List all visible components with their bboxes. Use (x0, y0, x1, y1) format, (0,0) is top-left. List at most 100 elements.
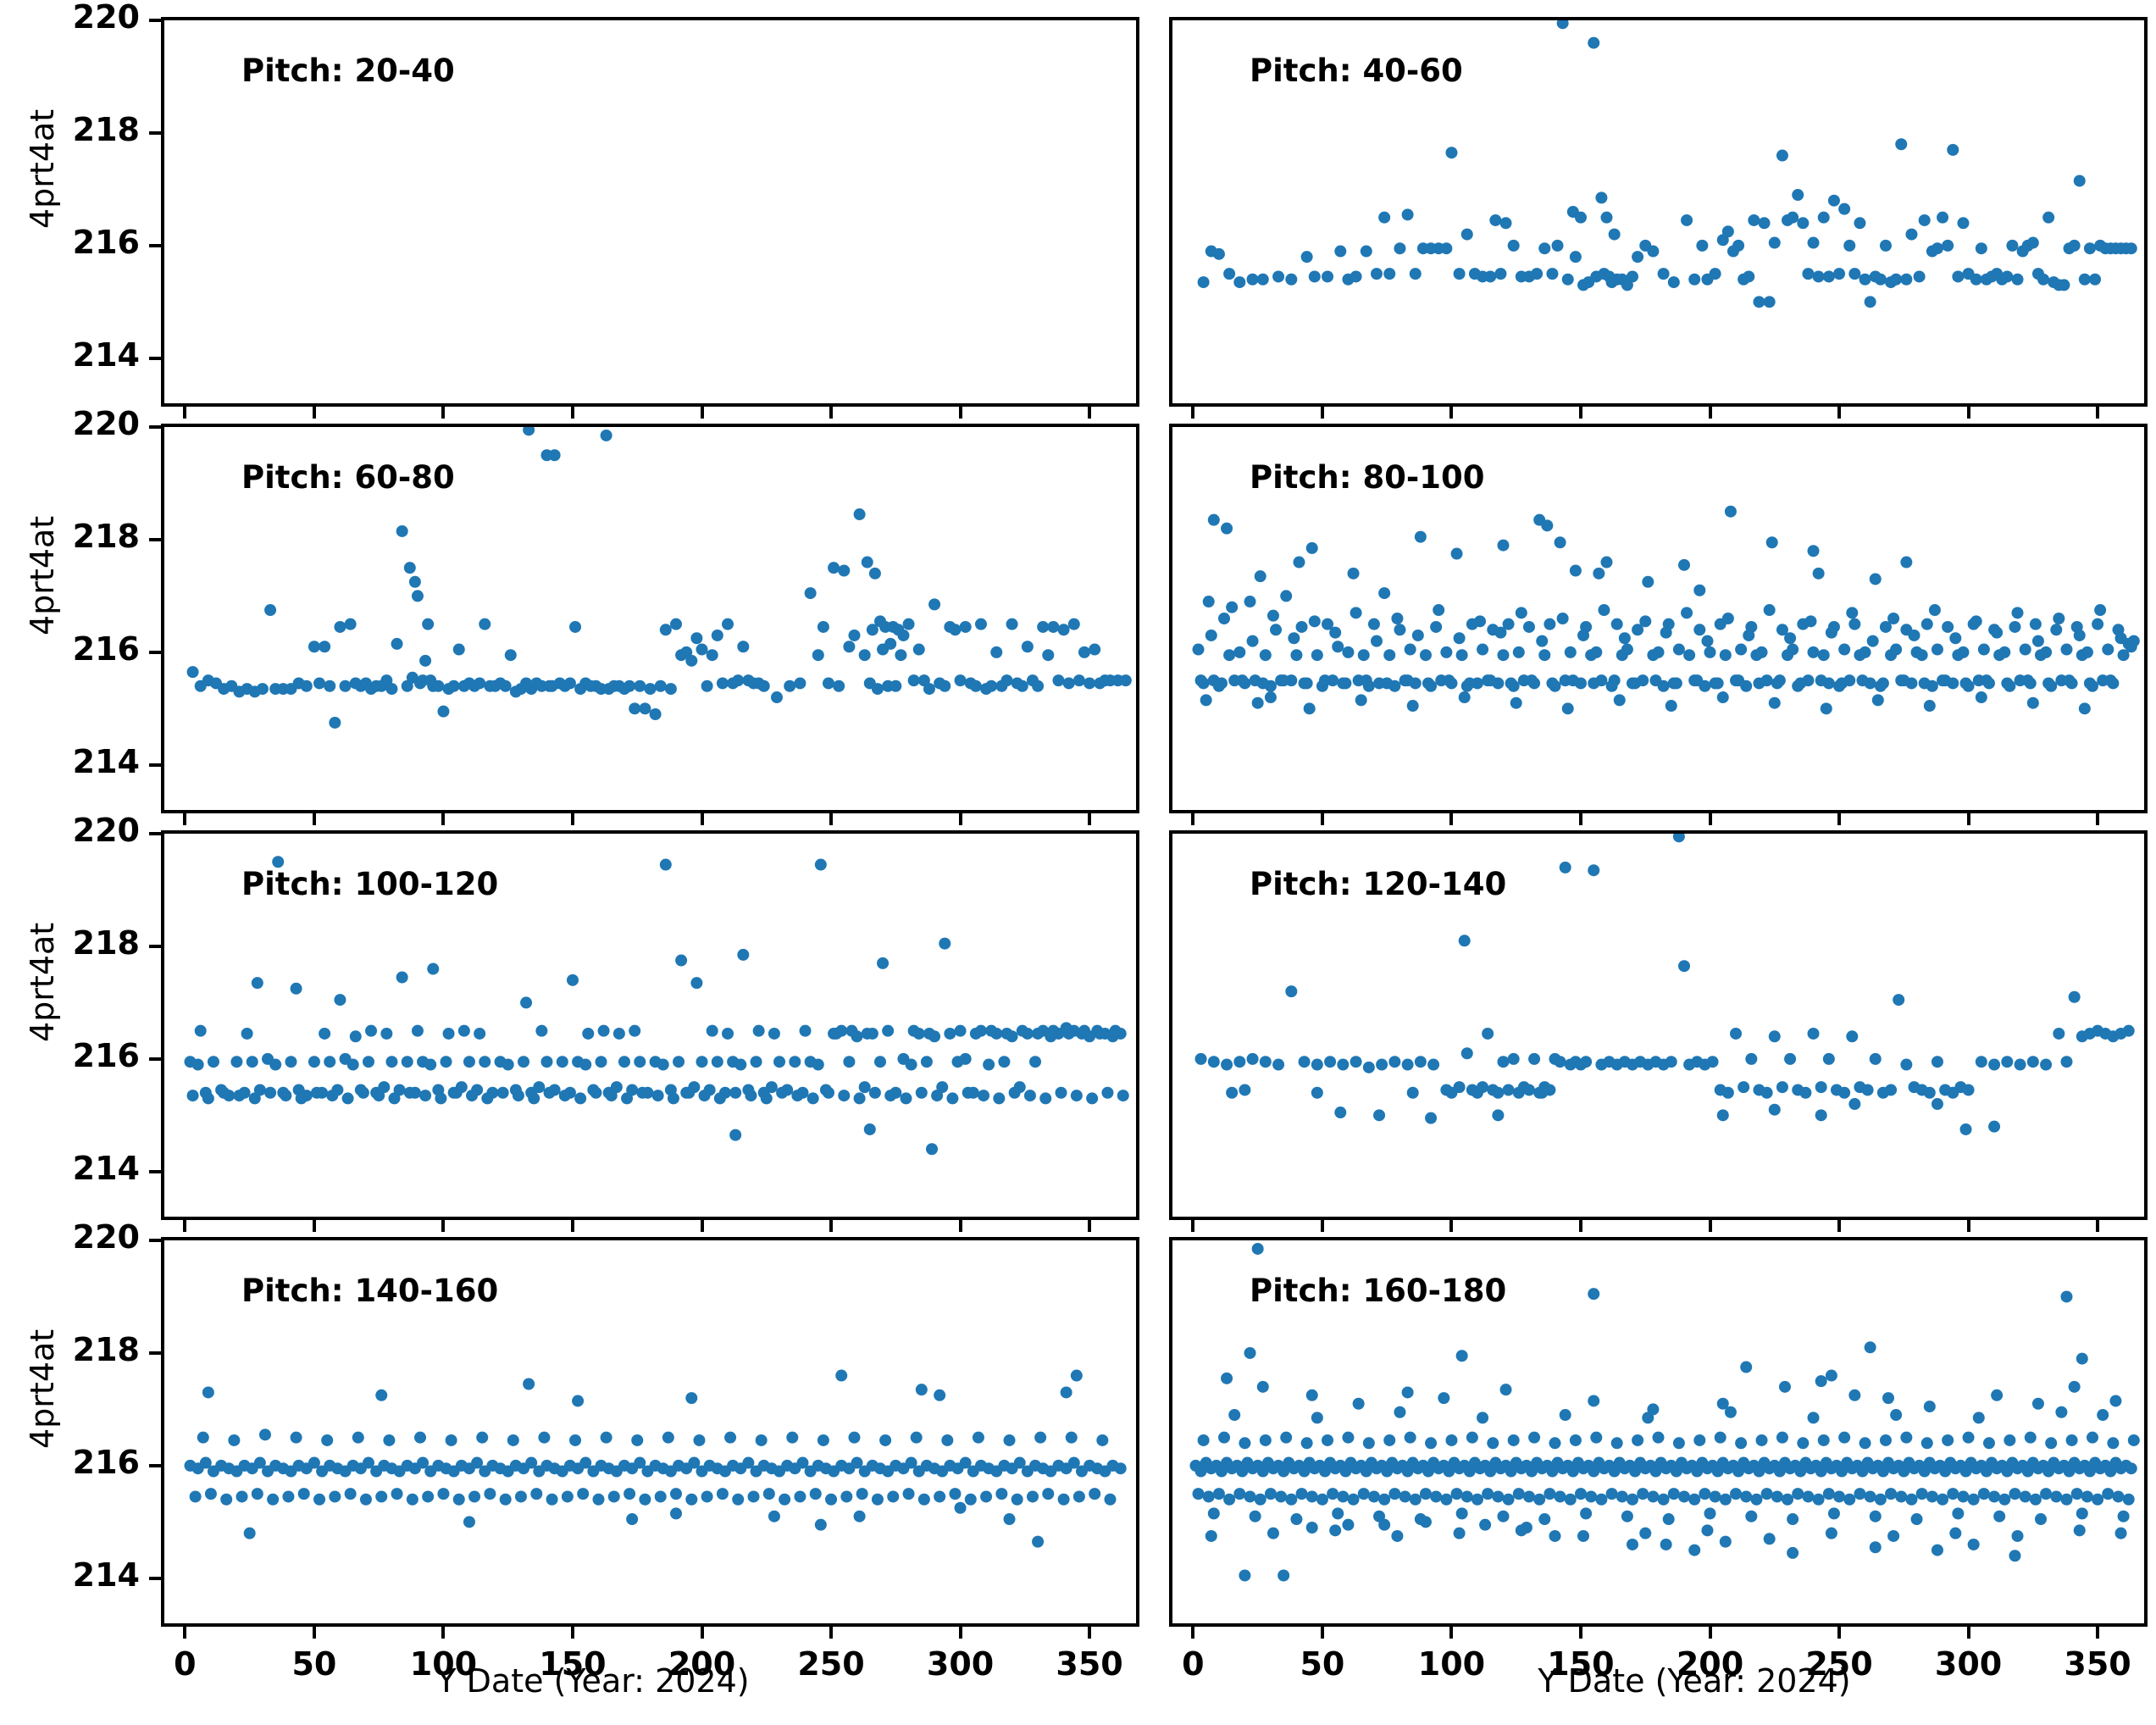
x-tick-mark (1320, 1220, 1324, 1232)
x-tick-mark (1578, 1627, 1582, 1639)
x-tick-mark (183, 813, 187, 825)
panel-title: Pitch: 140-160 (241, 1273, 499, 1309)
x-tick-mark (441, 1627, 446, 1639)
y-tick-mark (149, 243, 161, 247)
x-tick-label: 150 (1547, 1645, 1615, 1683)
y-tick-label: 214 (72, 336, 140, 374)
x-tick-label: 350 (1056, 1645, 1123, 1683)
x-tick-mark (1088, 1627, 1092, 1639)
panel-title: Pitch: 20-40 (241, 53, 455, 89)
y-tick-label: 218 (72, 1330, 140, 1368)
x-tick-label: 0 (174, 1645, 197, 1683)
x-tick-mark (1320, 407, 1324, 419)
panel-title: Pitch: 120-140 (1250, 866, 1507, 902)
x-tick-mark (829, 407, 834, 419)
x-tick-label: 100 (1417, 1645, 1486, 1683)
panel-title: Pitch: 100-120 (241, 866, 499, 902)
x-tick-mark (183, 407, 187, 419)
x-tick-mark (1191, 407, 1195, 419)
x-tick-label: 50 (1300, 1645, 1345, 1683)
x-tick-mark (441, 813, 446, 825)
x-tick-mark (1966, 813, 1970, 825)
x-tick-mark (1708, 1627, 1712, 1639)
x-tick-label: 200 (1676, 1645, 1744, 1683)
x-tick-mark (570, 813, 574, 825)
x-tick-mark (2096, 407, 2100, 419)
x-tick-label: 300 (1934, 1645, 2003, 1683)
x-tick-mark (1708, 1220, 1712, 1232)
x-tick-mark (829, 1220, 834, 1232)
x-tick-label: 200 (668, 1645, 736, 1683)
x-tick-mark (1578, 813, 1582, 825)
x-tick-mark (829, 813, 834, 825)
x-tick-mark (1966, 407, 1970, 419)
x-tick-mark (1966, 1627, 1970, 1639)
y-tick-mark (149, 1239, 161, 1242)
x-tick-mark (958, 407, 962, 419)
panel-pitch-80-100[interactable] (1169, 424, 2148, 813)
y-tick-mark (149, 1463, 161, 1467)
x-tick-mark (312, 407, 316, 419)
y-tick-mark (149, 356, 161, 360)
panel-title: Pitch: 160-180 (1250, 1273, 1507, 1309)
x-tick-mark (958, 813, 962, 825)
x-tick-mark (312, 1627, 316, 1639)
x-tick-label: 100 (409, 1645, 478, 1683)
x-tick-mark (183, 1627, 187, 1639)
x-tick-mark (312, 813, 316, 825)
x-tick-mark (570, 407, 574, 419)
x-tick-mark (570, 1627, 574, 1639)
y-tick-label: 220 (72, 1218, 140, 1256)
x-tick-mark (1320, 813, 1324, 825)
x-tick-mark (1837, 813, 1842, 825)
x-axis-label-right: Y Date (Year: 2024) (1538, 1662, 1851, 1700)
x-tick-label: 250 (1805, 1645, 1873, 1683)
x-tick-mark (1966, 1220, 1970, 1232)
x-tick-mark (1837, 1627, 1842, 1639)
y-tick-label: 220 (72, 0, 140, 36)
y-tick-mark (149, 537, 161, 541)
x-tick-mark (2096, 1627, 2100, 1639)
x-tick-mark (312, 1220, 316, 1232)
x-tick-mark (1088, 813, 1092, 825)
y-tick-label: 216 (72, 1443, 140, 1481)
y-tick-mark (149, 1576, 161, 1580)
x-tick-mark (1708, 813, 1712, 825)
x-tick-mark (1837, 407, 1842, 419)
y-tick-label: 216 (72, 630, 140, 668)
y-tick-mark (149, 1351, 161, 1355)
x-tick-mark (1449, 1220, 1454, 1232)
x-tick-mark (958, 1627, 962, 1639)
x-tick-label: 250 (797, 1645, 865, 1683)
x-tick-mark (183, 1220, 187, 1232)
y-tick-label: 218 (72, 517, 140, 555)
x-tick-mark (1578, 1220, 1582, 1232)
x-axis-label-left: Y Date (Year: 2024) (436, 1662, 750, 1700)
x-tick-mark (441, 1220, 446, 1232)
y-tick-label: 214 (72, 1149, 140, 1187)
y-tick-label: 216 (72, 223, 140, 261)
x-tick-mark (1320, 1627, 1324, 1639)
x-tick-mark (1191, 1220, 1195, 1232)
x-tick-mark (2096, 1220, 2100, 1232)
x-tick-mark (829, 1627, 834, 1639)
x-tick-mark (1088, 407, 1092, 419)
x-tick-mark (441, 407, 446, 419)
x-tick-mark (1449, 813, 1454, 825)
y-tick-label: 218 (72, 924, 140, 962)
y-tick-mark (149, 19, 161, 22)
y-tick-mark (149, 944, 161, 948)
x-tick-mark (1837, 1220, 1842, 1232)
x-tick-label: 350 (2064, 1645, 2131, 1683)
x-tick-label: 50 (291, 1645, 337, 1683)
y-tick-label: 214 (72, 1556, 140, 1594)
x-tick-mark (700, 813, 704, 825)
y-tick-mark (149, 130, 161, 135)
x-tick-mark (700, 1220, 704, 1232)
panel-pitch-20-40[interactable] (161, 17, 1139, 407)
y-tick-mark (149, 650, 161, 654)
x-tick-label: 300 (926, 1645, 995, 1683)
y-tick-mark (149, 1057, 161, 1061)
y-tick-mark (149, 763, 161, 767)
